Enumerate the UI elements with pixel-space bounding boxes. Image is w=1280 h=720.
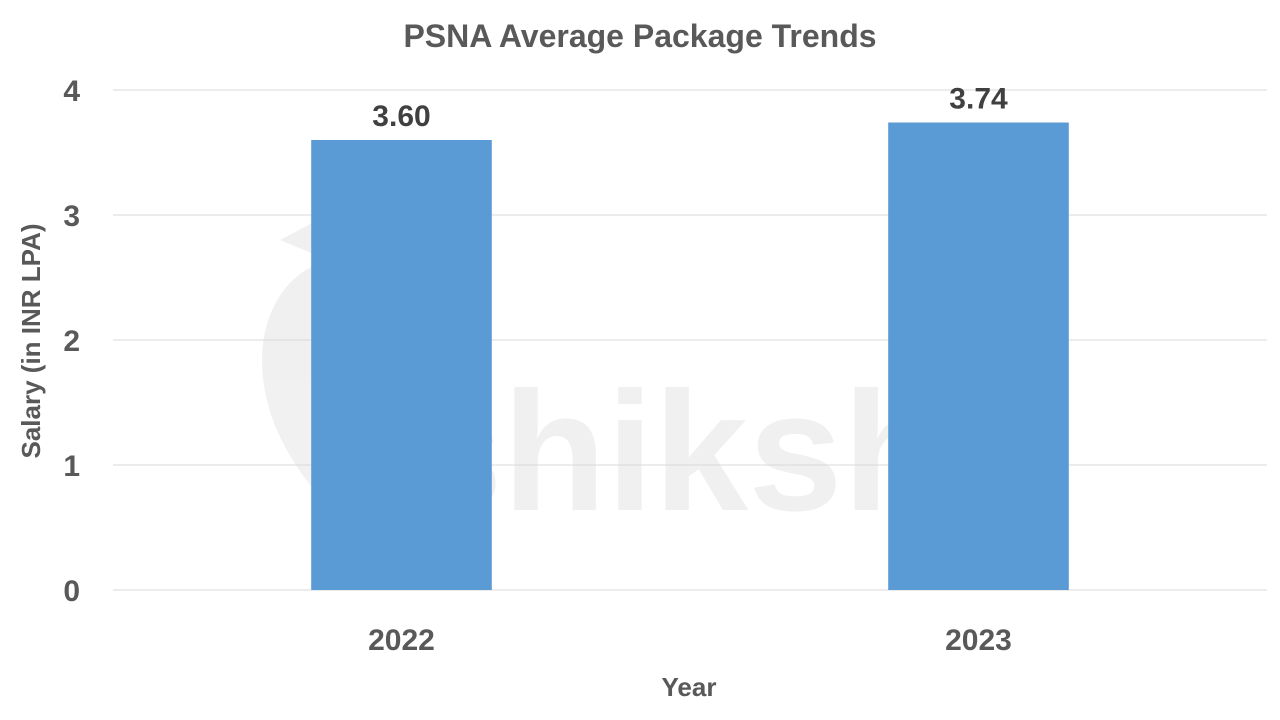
bars <box>311 122 1069 590</box>
bar <box>888 122 1069 590</box>
data-label: 3.74 <box>949 83 1008 116</box>
data-label: 3.60 <box>372 100 430 133</box>
chart-title: PSNA Average Package Trends <box>403 18 876 54</box>
x-tick-label: 2023 <box>945 624 1012 657</box>
y-tick-label: 2 <box>63 325 80 358</box>
x-axis-tick-labels: 2022 2023 <box>368 624 1012 657</box>
y-tick-label: 0 <box>63 575 80 608</box>
y-axis-tick-labels: 0 1 2 3 4 <box>63 75 80 608</box>
y-tick-label: 1 <box>63 450 80 483</box>
y-axis-label: Salary (in INR LPA) <box>16 223 46 458</box>
data-labels: 3.60 3.74 <box>372 83 1008 134</box>
bar <box>311 140 492 590</box>
x-tick-label: 2022 <box>368 624 435 657</box>
y-tick-label: 3 <box>63 200 80 233</box>
x-axis-label: Year <box>662 672 717 702</box>
gridlines <box>113 89 1267 591</box>
y-tick-label: 4 <box>63 75 80 108</box>
